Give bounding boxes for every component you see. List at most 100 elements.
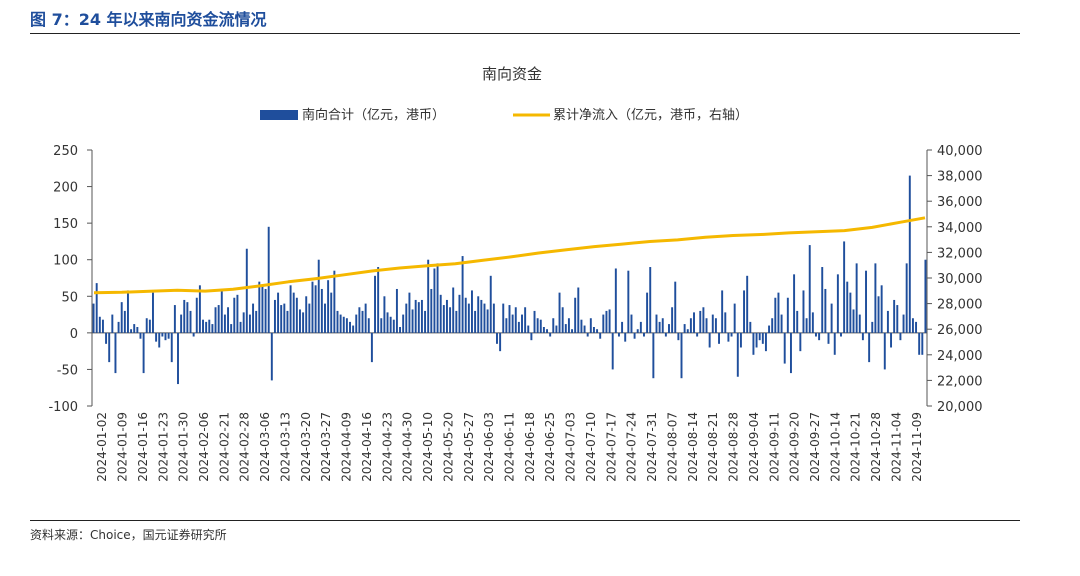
bar	[449, 307, 452, 333]
bar	[252, 303, 255, 333]
bar	[874, 263, 877, 333]
bar	[758, 332, 761, 341]
bar	[583, 325, 586, 333]
bar	[808, 245, 811, 333]
bar	[861, 332, 864, 341]
bar	[455, 310, 458, 333]
bar	[230, 324, 233, 333]
left-tick-label: -50	[57, 363, 78, 378]
bar	[586, 332, 589, 337]
bar	[761, 332, 764, 344]
bar	[915, 321, 918, 333]
bar	[743, 290, 746, 333]
bar	[317, 259, 320, 333]
x-tick-label: 2024-09-04	[747, 412, 761, 482]
right-tick-label: 34,000	[937, 221, 983, 236]
legend: 南向合计（亿元，港币） 累计净流入（亿元，港币，右轴）	[260, 107, 748, 123]
bar	[424, 310, 427, 333]
bar	[527, 325, 530, 333]
bar	[299, 309, 301, 333]
bar	[674, 281, 677, 333]
x-tick-label: 2024-08-28	[727, 412, 741, 482]
bar	[739, 332, 742, 348]
x-tick-label: 2024-01-23	[156, 412, 170, 482]
bar	[433, 268, 436, 333]
bar	[633, 332, 636, 339]
bar	[330, 292, 333, 333]
bar	[430, 288, 433, 333]
line-series	[93, 216, 926, 295]
bar	[370, 332, 373, 363]
chart: 南向资金 南向合计（亿元，港币） 累计净流入（亿元，港币，右轴） -100 -50…	[48, 65, 983, 482]
bar	[664, 332, 667, 337]
bar	[899, 332, 902, 341]
x-tick-label: 2024-11-09	[910, 412, 924, 482]
bar	[324, 303, 326, 333]
bar	[805, 318, 808, 333]
bar	[442, 305, 445, 333]
bar	[921, 332, 924, 355]
bar	[342, 316, 345, 333]
bar	[108, 332, 111, 363]
bar	[245, 248, 248, 333]
bar	[417, 302, 420, 333]
bar	[227, 307, 230, 333]
bar	[558, 292, 561, 333]
bar	[248, 314, 251, 333]
right-tick-label: 24,000	[937, 349, 983, 364]
bar	[683, 324, 686, 333]
bar	[123, 310, 126, 333]
left-tick-label: 0	[70, 327, 78, 342]
bar	[117, 321, 120, 333]
left-tick-label: 250	[53, 144, 78, 159]
right-tick-label: 30,000	[937, 272, 983, 287]
bar	[567, 318, 570, 333]
bar	[611, 332, 614, 370]
bar	[605, 310, 608, 333]
bar	[871, 321, 874, 333]
bar	[267, 226, 270, 333]
bar	[564, 324, 567, 333]
bar	[711, 314, 714, 333]
left-tick-label: -100	[48, 400, 78, 415]
bar	[155, 332, 158, 342]
bar	[608, 309, 611, 333]
bar	[639, 321, 642, 333]
bar	[439, 294, 442, 333]
bar	[358, 307, 361, 333]
bar	[420, 299, 423, 333]
bar	[552, 318, 555, 333]
bar	[461, 256, 464, 333]
bar	[818, 332, 821, 341]
bar	[161, 332, 164, 337]
bar	[452, 287, 455, 333]
bar	[783, 332, 786, 364]
bar	[646, 292, 649, 333]
x-tick-label: 2024-04-23	[380, 412, 394, 482]
bar	[596, 329, 599, 333]
right-tick-label: 28,000	[937, 298, 983, 313]
bar	[489, 275, 492, 333]
right-tick-label: 26,000	[937, 323, 983, 338]
x-tick-label: 2024-10-21	[849, 412, 863, 482]
x-tick-label: 2024-05-27	[462, 412, 476, 482]
bar	[571, 329, 574, 333]
bar	[464, 297, 467, 333]
bar	[733, 303, 736, 333]
bar	[236, 294, 239, 333]
bar	[786, 297, 789, 333]
x-tick-label: 2024-09-27	[808, 412, 822, 482]
bar	[211, 324, 214, 333]
bar-series	[92, 175, 927, 385]
x-tick-label: 2024-04-30	[401, 412, 415, 482]
bar	[661, 318, 664, 333]
x-tick-label: 2024-02-21	[217, 412, 231, 482]
x-tick-label: 2024-08-07	[665, 412, 679, 482]
bar	[477, 296, 480, 333]
bar	[555, 325, 558, 333]
right-tick-label: 22,000	[937, 374, 983, 389]
x-tick-label: 2024-02-06	[197, 412, 211, 482]
bar	[399, 327, 402, 333]
bar	[105, 332, 108, 344]
bar	[824, 288, 827, 333]
